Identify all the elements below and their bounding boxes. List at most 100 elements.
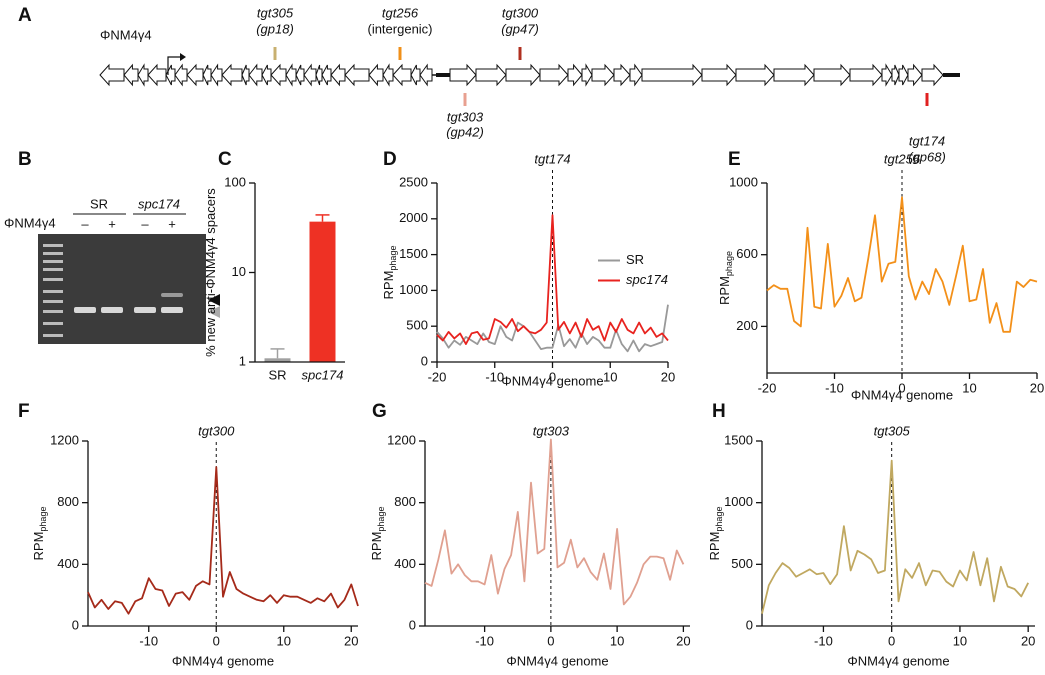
band — [134, 307, 156, 313]
panel-label: B — [18, 149, 32, 170]
y-axis-label-sub: phage — [714, 507, 724, 532]
y-tick-label: 1200 — [387, 432, 416, 447]
legend-label: SR — [626, 252, 644, 267]
annotation: tgt300 — [198, 423, 235, 438]
gene-arrow — [410, 64, 421, 86]
ladder-band — [43, 278, 63, 281]
ladder-band — [43, 268, 63, 271]
panel-label: C — [218, 149, 232, 170]
phage-label: ΦNM4γ4 — [100, 27, 152, 42]
group-label: spc174 — [138, 196, 180, 211]
y-tick-label: 0 — [421, 353, 428, 368]
y-tick-label: 100 — [224, 174, 246, 189]
panel-label: E — [728, 149, 741, 170]
data-line — [436, 304, 669, 353]
data-line — [761, 459, 1030, 614]
gene-arrow — [315, 64, 323, 86]
y-tick-label: 400 — [394, 556, 416, 571]
lane-label: – — [141, 216, 149, 231]
gene-arrow — [773, 63, 815, 87]
gene-arrow — [99, 63, 125, 87]
gene-arrow — [907, 63, 923, 87]
gene-arrow — [261, 64, 272, 86]
annotation: tgt256 — [884, 151, 921, 166]
panel-label: F — [18, 401, 30, 422]
y-axis-label-main: RPM — [31, 532, 46, 561]
gene-arrow — [881, 63, 893, 87]
x-tick-label: spc174 — [302, 367, 344, 382]
target-gene: (intergenic) — [367, 21, 432, 36]
y-tick-label: 0 — [409, 617, 416, 632]
x-tick-label: 0 — [547, 633, 554, 648]
x-tick-label: 0 — [213, 633, 220, 648]
gene-arrow — [505, 63, 541, 87]
x-tick-label: 10 — [277, 633, 291, 648]
ladder-band — [43, 310, 63, 313]
gene-arrow — [248, 63, 263, 87]
y-tick-label: 1500 — [399, 246, 428, 261]
gene-arrow — [629, 63, 643, 87]
gene-arrow — [898, 64, 909, 86]
y-axis-label-main: RPM — [369, 532, 384, 561]
gene-arrow — [449, 63, 477, 87]
gene-arrow — [241, 64, 250, 86]
gene-arrow — [539, 63, 569, 87]
x-tick-label: 10 — [603, 369, 617, 384]
x-tick-label: 10 — [962, 380, 976, 395]
x-axis-label: ΦNM4γ4 genome — [506, 653, 608, 668]
gel: SR spc174 – + – + — [38, 196, 220, 344]
panel-label: D — [383, 149, 397, 170]
x-tick-label: -10 — [475, 633, 494, 648]
y-tick-label: 500 — [406, 318, 428, 333]
y-axis-label: % new anti-ΦNM4γ4 spacers — [203, 188, 218, 357]
gel-image — [38, 234, 206, 344]
gene-arrow — [921, 63, 944, 87]
target-name: tgt300 — [502, 5, 539, 20]
gene-arrow — [567, 63, 583, 87]
ladder-band — [43, 322, 63, 325]
y-tick-label: 1000 — [724, 494, 753, 509]
gene-arrow — [849, 63, 883, 87]
y-axis-label-main: % new anti-ΦNM4γ4 spacers — [203, 188, 218, 357]
x-tick-label: SR — [268, 367, 286, 382]
y-tick-label: 1 — [239, 353, 246, 368]
gene-arrow — [813, 63, 851, 87]
gene-arrow — [295, 64, 305, 86]
ladder-band — [43, 290, 63, 293]
data-line — [436, 214, 669, 345]
x-tick-label: 20 — [1030, 380, 1044, 395]
y-tick-label: 1200 — [50, 432, 79, 447]
x-tick-label: -10 — [485, 369, 504, 384]
target-name: tgt256 — [382, 5, 419, 20]
y-axis-label-main: RPM — [717, 276, 732, 305]
gene-arrow — [344, 63, 370, 87]
gene-arrow — [701, 63, 737, 87]
gene-arrow — [321, 64, 332, 86]
gene-arrow — [330, 63, 346, 87]
y-axis-label: RPMphage — [717, 251, 734, 305]
y-tick-label: 0 — [72, 617, 79, 632]
panel-label: A — [18, 5, 32, 26]
ladder-band — [43, 260, 63, 263]
data-line — [424, 438, 685, 606]
lane-label: – — [81, 216, 89, 231]
x-tick-label: -10 — [814, 633, 833, 648]
y-tick-label: 0 — [746, 617, 753, 632]
gene-arrow — [210, 63, 223, 87]
gene-arrow — [891, 64, 900, 86]
gene-arrow — [475, 63, 507, 87]
x-tick-label: 10 — [610, 633, 624, 648]
y-axis-label-sub: phage — [388, 246, 398, 271]
gene-arrow — [147, 63, 167, 87]
y-axis-label-sub: phage — [38, 507, 48, 532]
y-axis-label: RPMphage — [369, 507, 386, 561]
target-gene: (gp47) — [501, 21, 539, 36]
ladder-band — [43, 252, 63, 255]
ladder-band — [43, 300, 63, 303]
gene-arrow — [186, 63, 204, 87]
gene-arrow — [174, 63, 188, 87]
x-tick-label: 20 — [1021, 633, 1035, 648]
x-tick-label: 10 — [953, 633, 967, 648]
target-name: tgt303 — [447, 109, 484, 124]
gene-arrow — [581, 63, 593, 87]
